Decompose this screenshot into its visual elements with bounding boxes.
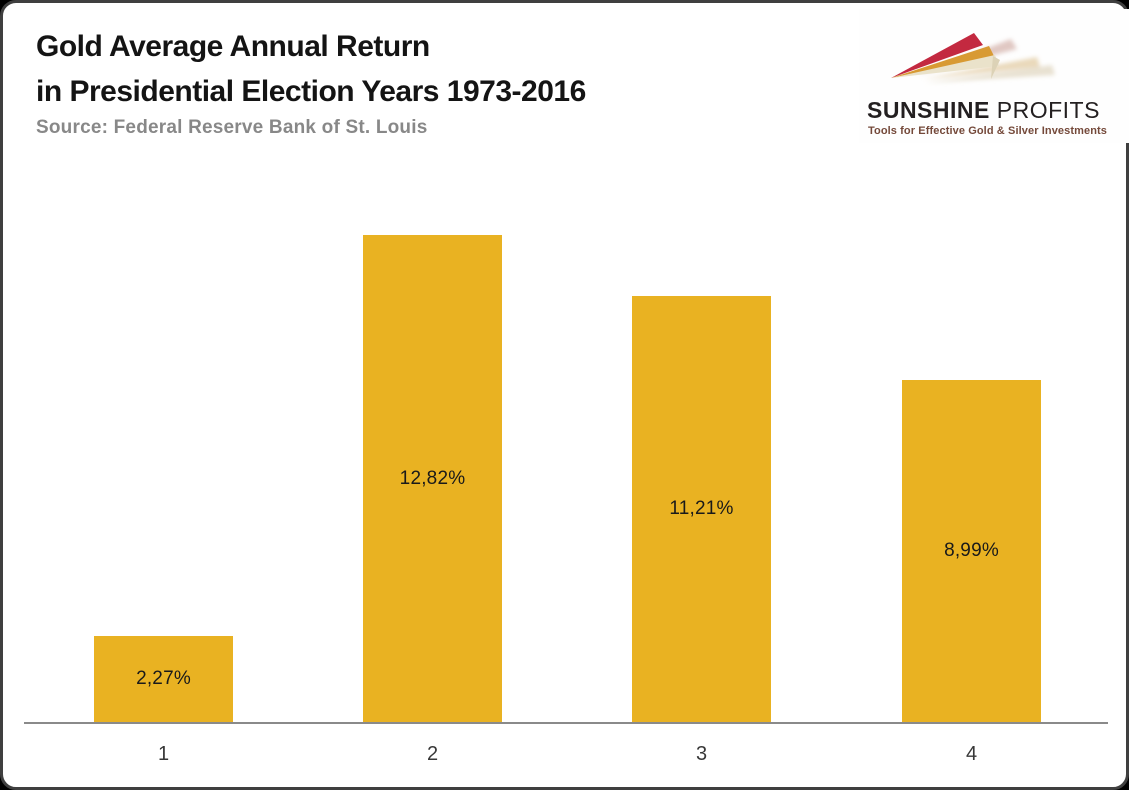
logo-wordmark-sunshine: SUNSHINE	[867, 97, 990, 123]
logo-wordmark: SUNSHINE PROFITS	[867, 97, 1127, 124]
bar-value-label: 12,82%	[399, 467, 466, 489]
chart-source: Source: Federal Reserve Bank of St. Loui…	[36, 117, 428, 138]
logo-tagline: Tools for Effective Gold & Silver Invest…	[868, 125, 1108, 137]
x-axis-tick-label: 1	[157, 743, 170, 765]
chart-title-line1: Gold Average Annual Return	[36, 30, 430, 63]
x-axis-line	[24, 722, 1108, 724]
sunshine-rays-icon	[891, 33, 1055, 83]
x-axis-tick-label: 4	[965, 743, 978, 765]
bar: 11,21%	[632, 296, 771, 722]
sunshine-profits-logo: SUNSHINE PROFITS Tools for Effective Gol…	[859, 9, 1129, 143]
chart-title-line2: in Presidential Election Years 1973-2016	[36, 75, 586, 108]
bar: 8,99%	[902, 380, 1041, 722]
x-axis-tick-label: 3	[695, 743, 708, 765]
plot-area: 2,27% 1 12,82% 2 11,21% 3 8,99% 4	[3, 3, 1126, 787]
logo-wordmark-profits: PROFITS	[989, 97, 1100, 123]
bar-value-label: 2,27%	[136, 668, 191, 689]
bar: 12,82%	[363, 235, 502, 722]
bar: 2,27%	[94, 636, 233, 722]
bar-value-label: 8,99%	[944, 540, 999, 561]
bar-value-label: 11,21%	[669, 498, 734, 519]
x-axis-tick-label: 2	[426, 743, 439, 765]
